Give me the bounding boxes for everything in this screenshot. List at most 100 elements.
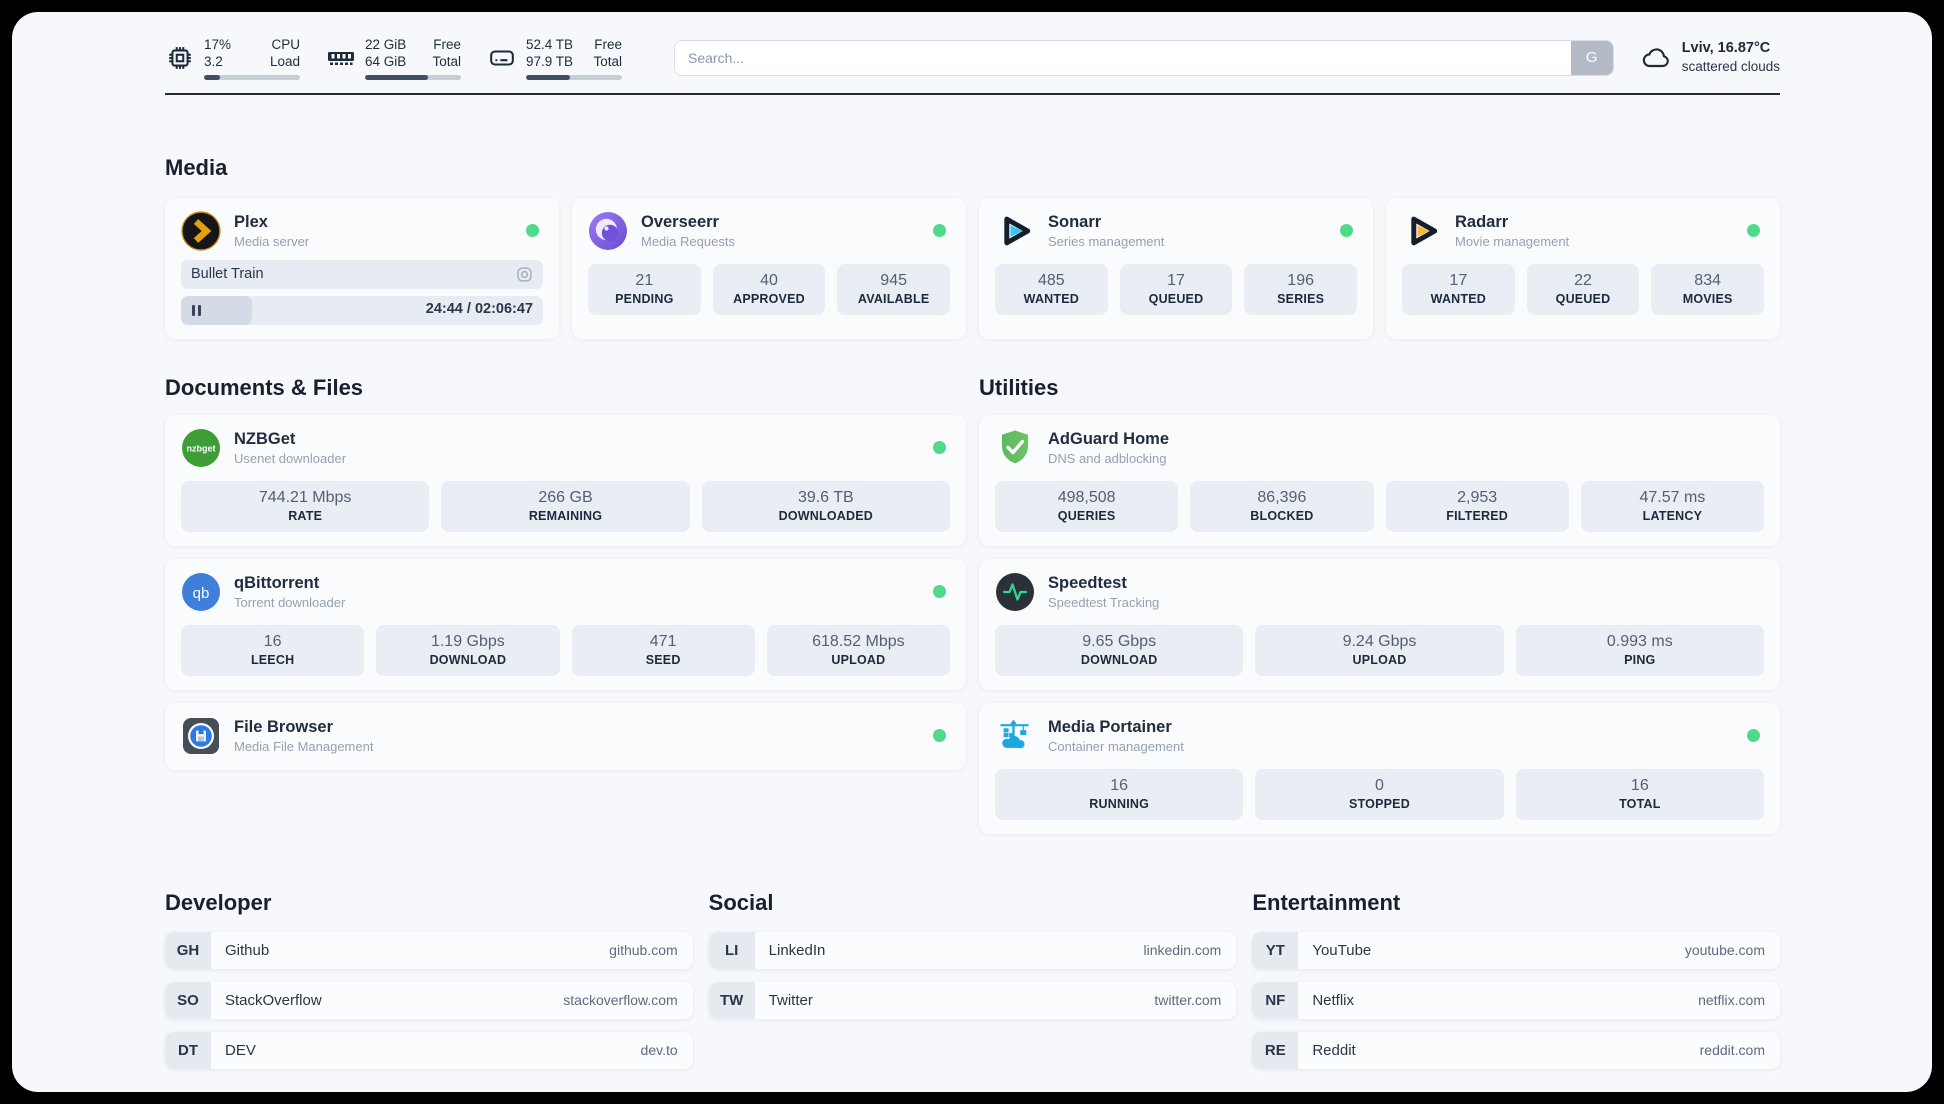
stat-tile: 17 WANTED [1402, 263, 1515, 315]
link-name: YouTube [1312, 941, 1372, 959]
link-linkedin[interactable]: LI LinkedIn linkedin.com [708, 931, 1237, 969]
app-card-speedtest[interactable]: Speedtest Speedtest Tracking 9.65 Gbps DO… [979, 558, 1780, 690]
status-dot [933, 224, 946, 237]
cpu-metric: 17% CPU 3.2 Load [165, 36, 300, 80]
app-subtitle: Media File Management [234, 738, 374, 754]
ram-metric: 22 GiB Free 64 GiB Total [326, 36, 461, 80]
app-card-overseerr[interactable]: Overseerr Media Requests 21 PENDING 40 APP… [572, 197, 966, 339]
link-twitter[interactable]: TW Twitter twitter.com [708, 981, 1237, 1019]
app-name: Overseerr [641, 212, 719, 231]
link-stackoverflow[interactable]: SO StackOverflow stackoverflow.com [165, 981, 693, 1019]
status-dot [933, 729, 946, 742]
section-title-documents: Documents & Files [165, 374, 364, 400]
radarr-icon [1402, 211, 1442, 251]
status-dot [933, 585, 946, 598]
search-input[interactable] [674, 39, 1614, 76]
stat-tile: 485 WANTED [995, 263, 1108, 315]
link-badge: TW [708, 981, 755, 1019]
app-name: Plex [234, 212, 268, 231]
column-developer: Developer GH Github github.com SO StackO… [165, 890, 693, 1069]
header-bar: 17% CPU 3.2 Load 22 GiB Free 64 GiB Total [165, 36, 1780, 80]
sonarr-icon [995, 211, 1035, 251]
ram-total-label: Total [432, 54, 461, 69]
cpu-load-label: Load [269, 54, 300, 69]
link-badge: GH [165, 931, 211, 969]
link-domain: youtube.com [1684, 942, 1765, 958]
app-name: Media Portainer [1048, 717, 1172, 736]
qbittorrent-icon: qb [181, 572, 221, 612]
link-domain: stackoverflow.com [563, 992, 678, 1008]
link-name: StackOverflow [225, 991, 322, 1009]
portainer-icon [995, 716, 1035, 756]
stat-tile: 9.65 Gbps DOWNLOAD [995, 624, 1244, 676]
section-title-utilities: Utilities [979, 374, 1059, 400]
cpu-load: 3.2 [204, 54, 223, 69]
pause-button[interactable] [190, 304, 204, 317]
app-name: Sonarr [1048, 212, 1102, 231]
svg-text:qb: qb [193, 585, 210, 602]
stat-tile: 47.57 ms LATENCY [1580, 480, 1764, 532]
app-card-nzbget[interactable]: nzbget NZBGet Usenet downloader 744.21 M… [165, 414, 966, 546]
link-badge: DT [165, 1031, 211, 1069]
svg-text:nzbget: nzbget [187, 443, 216, 453]
now-playing-row: Bullet Train [181, 259, 543, 289]
link-domain: twitter.com [1154, 992, 1222, 1008]
app-subtitle: Speedtest Tracking [1048, 594, 1160, 610]
stat-tile: 16 RUNNING [995, 768, 1244, 820]
stat-tile: 16 TOTAL [1515, 768, 1764, 820]
link-name: LinkedIn [768, 941, 826, 959]
app-card-portainer[interactable]: Media Portainer Container management 16 R… [979, 702, 1780, 834]
ram-progress [365, 75, 461, 80]
app-card-sonarr[interactable]: Sonarr Series management 485 WANTED 17 QUE… [979, 197, 1373, 339]
stat-tile: 498,508 QUERIES [995, 480, 1179, 532]
stat-tile: 744.21 Mbps RATE [181, 480, 430, 532]
playback-bar: 24:44 / 02:06:47 [181, 295, 543, 325]
app-card-adguard[interactable]: AdGuard Home DNS and adblocking 498,508 Q… [979, 414, 1780, 546]
playback-time: 24:44 / 02:06:47 [425, 300, 533, 317]
disk-metric: 52.4 TB Free 97.9 TB Total [487, 36, 622, 80]
stat-tile: 21 PENDING [588, 263, 701, 315]
app-subtitle: Container management [1048, 738, 1184, 754]
app-subtitle: Series management [1048, 233, 1165, 249]
stat-tile: 9.24 Gbps UPLOAD [1255, 624, 1504, 676]
weather-widget: Lviv, 16.87°C scattered clouds [1640, 39, 1780, 76]
link-netflix[interactable]: NF Netflix netflix.com [1252, 981, 1780, 1019]
ram-free-label: Free [433, 37, 461, 52]
app-name: qBittorrent [234, 573, 320, 592]
disk-icon [487, 47, 517, 69]
link-youtube[interactable]: YT YouTube youtube.com [1252, 931, 1780, 969]
app-card-radarr[interactable]: Radarr Movie management 17 WANTED 22 QUEUE… [1386, 197, 1780, 339]
app-card-filebrowser[interactable]: File Browser Media File Management [165, 702, 966, 770]
app-card-qbittorrent[interactable]: qb qBittorrent Torrent downloader 16 LEEC… [165, 558, 966, 690]
link-name: DEV [225, 1041, 256, 1059]
header-separator [165, 92, 1780, 95]
stat-tile: 834 MOVIES [1651, 263, 1764, 315]
media-type-icon [516, 266, 533, 283]
cpu-label: CPU [271, 37, 300, 52]
app-name: NZBGet [234, 429, 296, 448]
link-name: Netflix [1312, 991, 1355, 1009]
disk-free: 52.4 TB [526, 37, 574, 52]
search-engine-button[interactable]: G [1570, 40, 1613, 75]
section-title-entertainment: Entertainment [1252, 889, 1401, 915]
stat-tile: 86,396 BLOCKED [1190, 480, 1374, 532]
cpu-usage: 17% [204, 37, 232, 52]
adguard-icon [995, 428, 1035, 468]
app-name: File Browser [234, 717, 334, 736]
link-reddit[interactable]: RE Reddit reddit.com [1252, 1031, 1780, 1069]
app-name: Speedtest [1048, 573, 1127, 592]
link-github[interactable]: GH Github github.com [165, 931, 693, 969]
status-dot [526, 224, 539, 237]
app-card-plex[interactable]: Plex Media server Bullet Train 24:44 / 0… [165, 197, 559, 339]
link-dev[interactable]: DT DEV dev.to [165, 1031, 693, 1069]
link-badge: YT [1252, 931, 1299, 969]
link-badge: NF [1252, 981, 1299, 1019]
link-domain: dev.to [640, 1042, 678, 1058]
status-dot [1747, 224, 1760, 237]
status-dot [1340, 224, 1353, 237]
section-title-developer: Developer [165, 889, 272, 915]
section-title-media: Media [165, 154, 228, 180]
stat-tile: 266 GB REMAINING [441, 480, 690, 532]
ram-free: 22 GiB [365, 37, 407, 52]
app-subtitle: DNS and adblocking [1048, 450, 1167, 466]
